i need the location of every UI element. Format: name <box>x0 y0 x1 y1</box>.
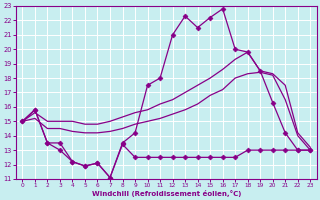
X-axis label: Windchill (Refroidissement éolien,°C): Windchill (Refroidissement éolien,°C) <box>92 190 241 197</box>
